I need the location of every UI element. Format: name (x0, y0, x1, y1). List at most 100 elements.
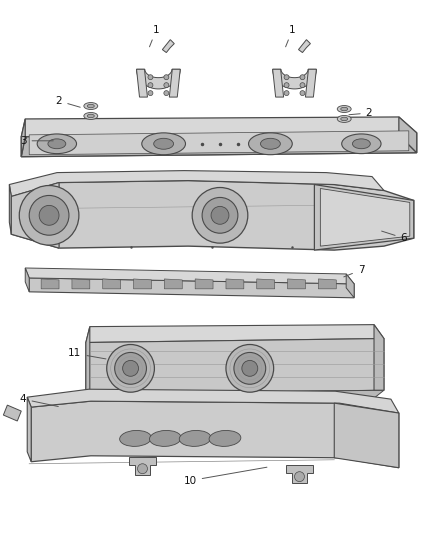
Polygon shape (170, 69, 180, 97)
Text: 2: 2 (56, 96, 80, 107)
Polygon shape (27, 397, 31, 462)
Ellipse shape (154, 139, 173, 149)
Polygon shape (137, 69, 148, 97)
Ellipse shape (248, 133, 292, 155)
Text: 11: 11 (68, 349, 106, 359)
Polygon shape (29, 278, 354, 298)
Ellipse shape (341, 117, 348, 120)
Circle shape (294, 472, 304, 482)
Polygon shape (257, 279, 275, 289)
Circle shape (115, 352, 146, 384)
Polygon shape (21, 119, 25, 157)
Text: 1: 1 (286, 25, 296, 47)
Ellipse shape (87, 104, 94, 108)
Ellipse shape (84, 112, 98, 119)
Polygon shape (286, 465, 314, 482)
Circle shape (164, 75, 169, 80)
Polygon shape (399, 117, 417, 153)
Polygon shape (41, 279, 59, 289)
Ellipse shape (120, 431, 152, 446)
Polygon shape (195, 279, 213, 289)
Ellipse shape (87, 114, 94, 118)
Polygon shape (288, 279, 305, 289)
Polygon shape (346, 274, 354, 298)
Polygon shape (273, 69, 316, 89)
Circle shape (284, 91, 289, 95)
Circle shape (148, 83, 153, 87)
Circle shape (284, 83, 289, 87)
Circle shape (284, 75, 289, 80)
Circle shape (148, 91, 153, 95)
Ellipse shape (341, 107, 348, 111)
Polygon shape (31, 401, 399, 468)
Ellipse shape (353, 139, 370, 149)
Circle shape (242, 360, 258, 376)
Circle shape (202, 197, 238, 233)
Polygon shape (21, 135, 417, 157)
Circle shape (138, 464, 148, 474)
Polygon shape (318, 279, 336, 289)
Text: 3: 3 (20, 136, 53, 146)
Polygon shape (374, 325, 384, 390)
Circle shape (300, 83, 305, 87)
Polygon shape (9, 184, 11, 234)
Ellipse shape (261, 139, 280, 149)
Ellipse shape (179, 431, 211, 446)
Polygon shape (11, 181, 414, 250)
Circle shape (107, 344, 155, 392)
Polygon shape (137, 69, 180, 89)
Polygon shape (162, 39, 174, 53)
Ellipse shape (48, 139, 66, 149)
Polygon shape (129, 457, 156, 475)
Circle shape (211, 206, 229, 224)
Ellipse shape (209, 431, 241, 446)
Text: 4: 4 (20, 394, 58, 407)
Text: 2: 2 (349, 108, 372, 118)
Polygon shape (305, 69, 316, 97)
Polygon shape (86, 390, 384, 402)
Circle shape (29, 196, 69, 235)
Polygon shape (226, 279, 244, 289)
Polygon shape (320, 189, 410, 246)
Circle shape (192, 188, 248, 243)
Polygon shape (334, 403, 399, 468)
Polygon shape (86, 325, 384, 343)
Circle shape (164, 91, 169, 95)
Circle shape (300, 91, 305, 95)
Ellipse shape (84, 102, 98, 109)
Circle shape (226, 344, 274, 392)
Polygon shape (21, 133, 417, 157)
Polygon shape (103, 279, 120, 289)
Polygon shape (134, 279, 152, 289)
Circle shape (234, 352, 266, 384)
Polygon shape (273, 69, 283, 97)
Ellipse shape (142, 133, 186, 155)
Ellipse shape (337, 116, 351, 123)
Polygon shape (164, 279, 182, 289)
Polygon shape (21, 117, 417, 137)
Text: 1: 1 (149, 25, 160, 47)
Circle shape (123, 360, 138, 376)
Ellipse shape (37, 134, 77, 154)
Text: 7: 7 (344, 265, 364, 277)
Polygon shape (25, 268, 354, 284)
Polygon shape (29, 131, 409, 155)
Polygon shape (9, 171, 384, 197)
Text: 6: 6 (381, 231, 407, 243)
Polygon shape (4, 405, 21, 421)
Ellipse shape (342, 134, 381, 154)
Circle shape (300, 75, 305, 80)
Circle shape (164, 83, 169, 87)
Ellipse shape (149, 431, 181, 446)
Polygon shape (314, 184, 414, 250)
Polygon shape (86, 338, 384, 394)
Ellipse shape (337, 106, 351, 112)
Polygon shape (72, 279, 90, 289)
Polygon shape (86, 327, 90, 394)
Polygon shape (25, 268, 29, 292)
Circle shape (148, 75, 153, 80)
Circle shape (19, 185, 79, 245)
Text: 10: 10 (184, 467, 267, 486)
Polygon shape (27, 389, 399, 413)
Circle shape (39, 205, 59, 225)
